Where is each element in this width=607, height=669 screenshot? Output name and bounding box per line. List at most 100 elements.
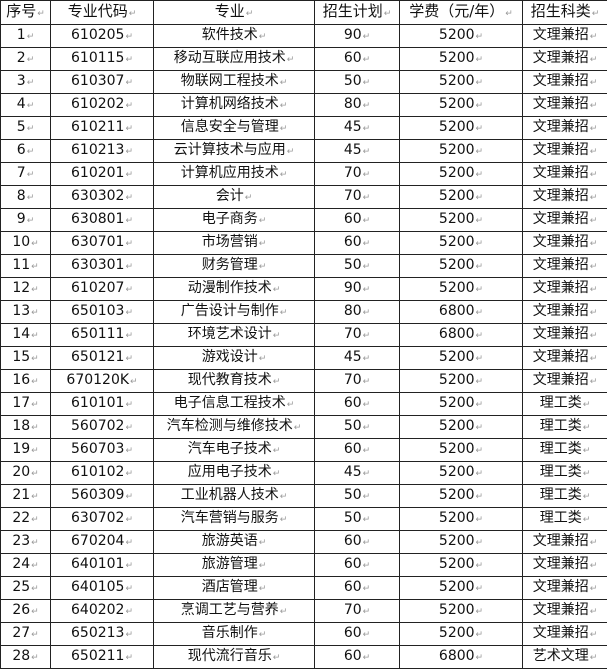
cell-code: 650111 xyxy=(51,324,154,347)
table-row: 5610211信息安全与管理455200文理兼招 xyxy=(1,117,607,140)
cell-tuition: 5200 xyxy=(400,462,523,485)
cell-tuition: 5200 xyxy=(400,71,523,94)
cell-tuition: 5200 xyxy=(400,48,523,71)
cell-code-text: 610205 xyxy=(71,27,133,43)
cell-plan: 60 xyxy=(315,623,400,646)
cell-plan-text: 90 xyxy=(344,27,370,43)
table-row: 2610115移动互联应用技术605200文理兼招 xyxy=(1,48,607,71)
cell-category-text: 文理兼招 xyxy=(533,73,598,89)
cell-category: 文理兼招 xyxy=(523,209,607,232)
cell-tuition: 5200 xyxy=(400,163,523,186)
cell-major: 游戏设计 xyxy=(154,347,315,370)
cell-tuition-text: 5200 xyxy=(439,579,483,595)
cell-plan: 90 xyxy=(315,25,400,48)
table-row: 25640105酒店管理605200文理兼招 xyxy=(1,577,607,600)
cell-major: 市场营销 xyxy=(154,232,315,255)
cell-tuition-text: 5200 xyxy=(439,625,483,641)
cell-major: 广告设计与制作 xyxy=(154,301,315,324)
cell-code: 650121 xyxy=(51,347,154,370)
cell-plan-text: 70 xyxy=(344,165,370,181)
cell-tuition: 5200 xyxy=(400,232,523,255)
table-row: 20610102应用电子技术455200理工类 xyxy=(1,462,607,485)
cell-category: 文理兼招 xyxy=(523,117,607,140)
cell-index: 15 xyxy=(1,347,51,370)
cell-index-text: 19 xyxy=(12,441,38,457)
cell-tuition: 5200 xyxy=(400,209,523,232)
cell-code-text: 640105 xyxy=(71,579,133,595)
cell-plan-text: 50 xyxy=(344,510,370,526)
cell-tuition-text: 5200 xyxy=(439,211,483,227)
cell-code: 640202 xyxy=(51,600,154,623)
cell-category-text: 文理兼招 xyxy=(533,602,598,618)
cell-index-text: 10 xyxy=(12,234,38,250)
cell-plan-text: 70 xyxy=(344,602,370,618)
cell-plan-text: 70 xyxy=(344,326,370,342)
cell-plan-text: 70 xyxy=(344,372,370,388)
cell-plan: 60 xyxy=(315,577,400,600)
cell-tuition: 5200 xyxy=(400,278,523,301)
cell-tuition: 5200 xyxy=(400,623,523,646)
cell-code-text: 610101 xyxy=(71,395,133,411)
cell-plan: 45 xyxy=(315,462,400,485)
table-row: 9630801电子商务605200文理兼招 xyxy=(1,209,607,232)
cell-major: 现代教育技术 xyxy=(154,370,315,393)
cell-major: 信息安全与管理 xyxy=(154,117,315,140)
cell-major-text: 游戏设计 xyxy=(202,349,267,365)
cell-plan-text: 80 xyxy=(344,303,370,319)
cell-code: 670204 xyxy=(51,531,154,554)
cell-code: 610201 xyxy=(51,163,154,186)
cell-category-text: 文理兼招 xyxy=(533,303,598,319)
cell-plan: 50 xyxy=(315,255,400,278)
table-row: 26640202烹调工艺与营养705200文理兼招 xyxy=(1,600,607,623)
cell-index-text: 7 xyxy=(17,165,34,181)
cell-tuition-text: 5200 xyxy=(439,73,483,89)
cell-code-text: 640202 xyxy=(71,602,133,618)
cell-code: 630302 xyxy=(51,186,154,209)
cell-code: 610102 xyxy=(51,462,154,485)
cell-tuition: 5200 xyxy=(400,25,523,48)
cell-index: 16 xyxy=(1,370,51,393)
cell-code: 610307 xyxy=(51,71,154,94)
cell-index-text: 2 xyxy=(17,50,34,66)
cell-category: 理工类 xyxy=(523,485,607,508)
cell-index-text: 4 xyxy=(17,96,34,112)
cell-tuition-text: 5200 xyxy=(439,418,483,434)
cell-category-text: 理工类 xyxy=(540,441,591,457)
cell-code: 610211 xyxy=(51,117,154,140)
cell-category: 文理兼招 xyxy=(523,554,607,577)
table-row: 13650103广告设计与制作806800文理兼招 xyxy=(1,301,607,324)
cell-index: 5 xyxy=(1,117,51,140)
cell-plan: 50 xyxy=(315,508,400,531)
cell-major-text: 旅游英语 xyxy=(202,533,267,549)
cell-major-text: 音乐制作 xyxy=(202,625,267,641)
cell-index: 23 xyxy=(1,531,51,554)
cell-code-text: 610102 xyxy=(71,464,133,480)
cell-category-text: 文理兼招 xyxy=(533,533,598,549)
cell-index: 8 xyxy=(1,186,51,209)
cell-index: 2 xyxy=(1,48,51,71)
cell-code: 630301 xyxy=(51,255,154,278)
table-row: 3610307物联网工程技术505200文理兼招 xyxy=(1,71,607,94)
cell-category-text: 文理兼招 xyxy=(533,165,598,181)
table-row: 6610213云计算技术与应用455200文理兼招 xyxy=(1,140,607,163)
cell-index: 27 xyxy=(1,623,51,646)
table-body: 1610205软件技术905200文理兼招2610115移动互联应用技术6052… xyxy=(1,25,607,669)
cell-plan-text: 60 xyxy=(344,625,370,641)
cell-major: 烹调工艺与营养 xyxy=(154,600,315,623)
cell-plan-text: 50 xyxy=(344,418,370,434)
cell-plan-text: 60 xyxy=(344,234,370,250)
cell-index: 10 xyxy=(1,232,51,255)
cell-plan: 45 xyxy=(315,347,400,370)
cell-code: 650211 xyxy=(51,646,154,669)
cell-major: 云计算技术与应用 xyxy=(154,140,315,163)
cell-tuition: 5200 xyxy=(400,577,523,600)
cell-major: 物联网工程技术 xyxy=(154,71,315,94)
cell-tuition-text: 5200 xyxy=(439,441,483,457)
cell-major-text: 市场营销 xyxy=(202,234,267,250)
cell-category: 理工类 xyxy=(523,439,607,462)
cell-plan: 70 xyxy=(315,370,400,393)
cell-category: 文理兼招 xyxy=(523,25,607,48)
cell-tuition-text: 5200 xyxy=(439,50,483,66)
cell-category-text: 文理兼招 xyxy=(533,119,598,135)
cell-index-text: 18 xyxy=(12,418,38,434)
